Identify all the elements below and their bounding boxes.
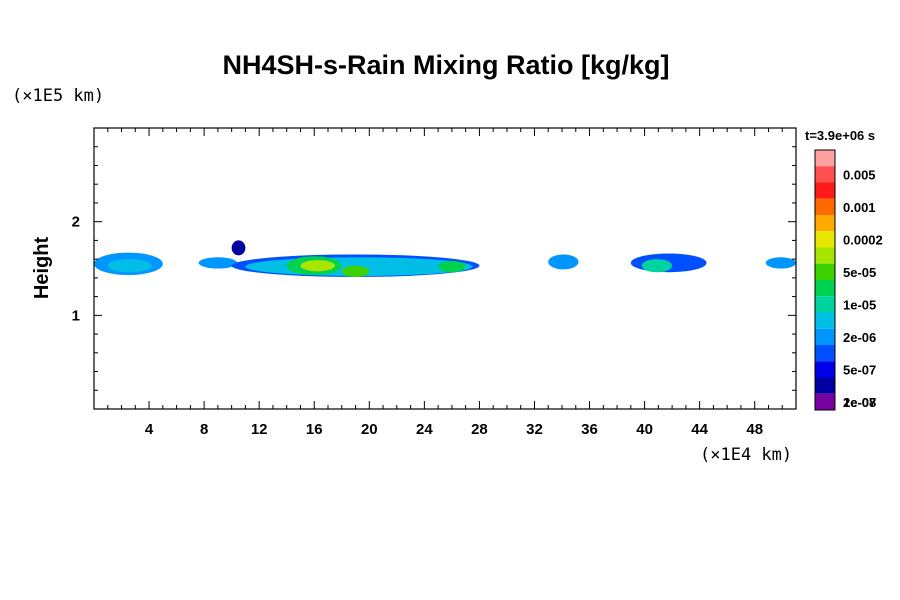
colorbar-label: 5e-07 (843, 362, 876, 377)
contour-region-1 (107, 259, 152, 273)
x-tick-label: 12 (251, 421, 268, 438)
contour-region-2 (198, 257, 238, 269)
colorbar-swatch (815, 377, 835, 394)
y-axis: 12 (72, 146, 796, 391)
contour-region-8 (341, 265, 370, 277)
contour-region-13 (765, 257, 796, 269)
y-axis-label: Height (31, 237, 53, 300)
colorbar-frame (814, 149, 836, 411)
y-unit-label: (×1E5 km) (12, 86, 104, 106)
colorbar-swatch (815, 280, 835, 297)
x-tick-label: 44 (691, 421, 708, 438)
colorbar-swatch (815, 263, 835, 280)
chart-title: NH4SH-s-Rain Mixing Ratio [kg/kg] (222, 50, 669, 80)
colorbar-swatch (815, 312, 835, 329)
x-tick-label: 4 (145, 421, 154, 438)
colorbar-label: 0.005 (843, 167, 876, 182)
time-label: t=3.9e+06 s (805, 128, 875, 143)
x-unit-label: (×1E4 km) (700, 445, 792, 465)
y-tick-label: 1 (72, 307, 80, 324)
x-tick-label: 48 (746, 421, 763, 438)
y-tick-label: 2 (72, 214, 80, 231)
colorbar-swatch (815, 215, 835, 232)
colorbar-label: 1e-05 (843, 297, 876, 312)
colorbar-swatch (815, 198, 835, 215)
x-axis: 4 8 12 16 20 24 28 32 36 40 44 48 (107, 128, 783, 438)
colorbar-swatch (815, 393, 835, 410)
plot-area (94, 240, 796, 277)
colorbar-swatch (815, 247, 835, 264)
colorbar-legend: 0.005 0.001 0.0002 5e-05 1e-05 2e-06 5e-07 1e-0… (814, 149, 883, 411)
x-tick-label: 8 (200, 421, 208, 438)
colorbar-swatch (815, 328, 835, 345)
colorbar-label: 0.0002 (843, 232, 883, 247)
x-tick-label: 24 (416, 421, 433, 438)
colorbar-label: 2e-06 (843, 330, 876, 345)
x-tick-label: 32 (526, 421, 543, 438)
colorbar-label: 2e-08 (843, 395, 876, 410)
colorbar-swatch (815, 296, 835, 313)
colorbar-label: 1e-07 (843, 395, 876, 410)
x-tick-label: 20 (361, 421, 378, 438)
x-tick-label: 36 (581, 421, 598, 438)
colorbar-swatch (815, 361, 835, 378)
x-tick-label: 28 (471, 421, 488, 438)
contour-region-10 (548, 254, 579, 270)
colorbar-swatch (815, 150, 835, 167)
colorbar-swatch (815, 231, 835, 248)
colorbar-label: 0.001 (843, 200, 876, 215)
contour-region-12 (641, 259, 673, 273)
x-tick-label: 40 (636, 421, 653, 438)
x-tick-label: 16 (306, 421, 323, 438)
colorbar-label: 5e-05 (843, 265, 876, 280)
colorbar-swatch (815, 166, 835, 183)
plot-frame (93, 127, 797, 410)
colorbar-swatch (815, 182, 835, 199)
contour-region-3 (231, 240, 246, 256)
colorbar-swatch (815, 345, 835, 362)
contour-region-7 (300, 260, 335, 272)
contour-region-9 (438, 261, 466, 273)
